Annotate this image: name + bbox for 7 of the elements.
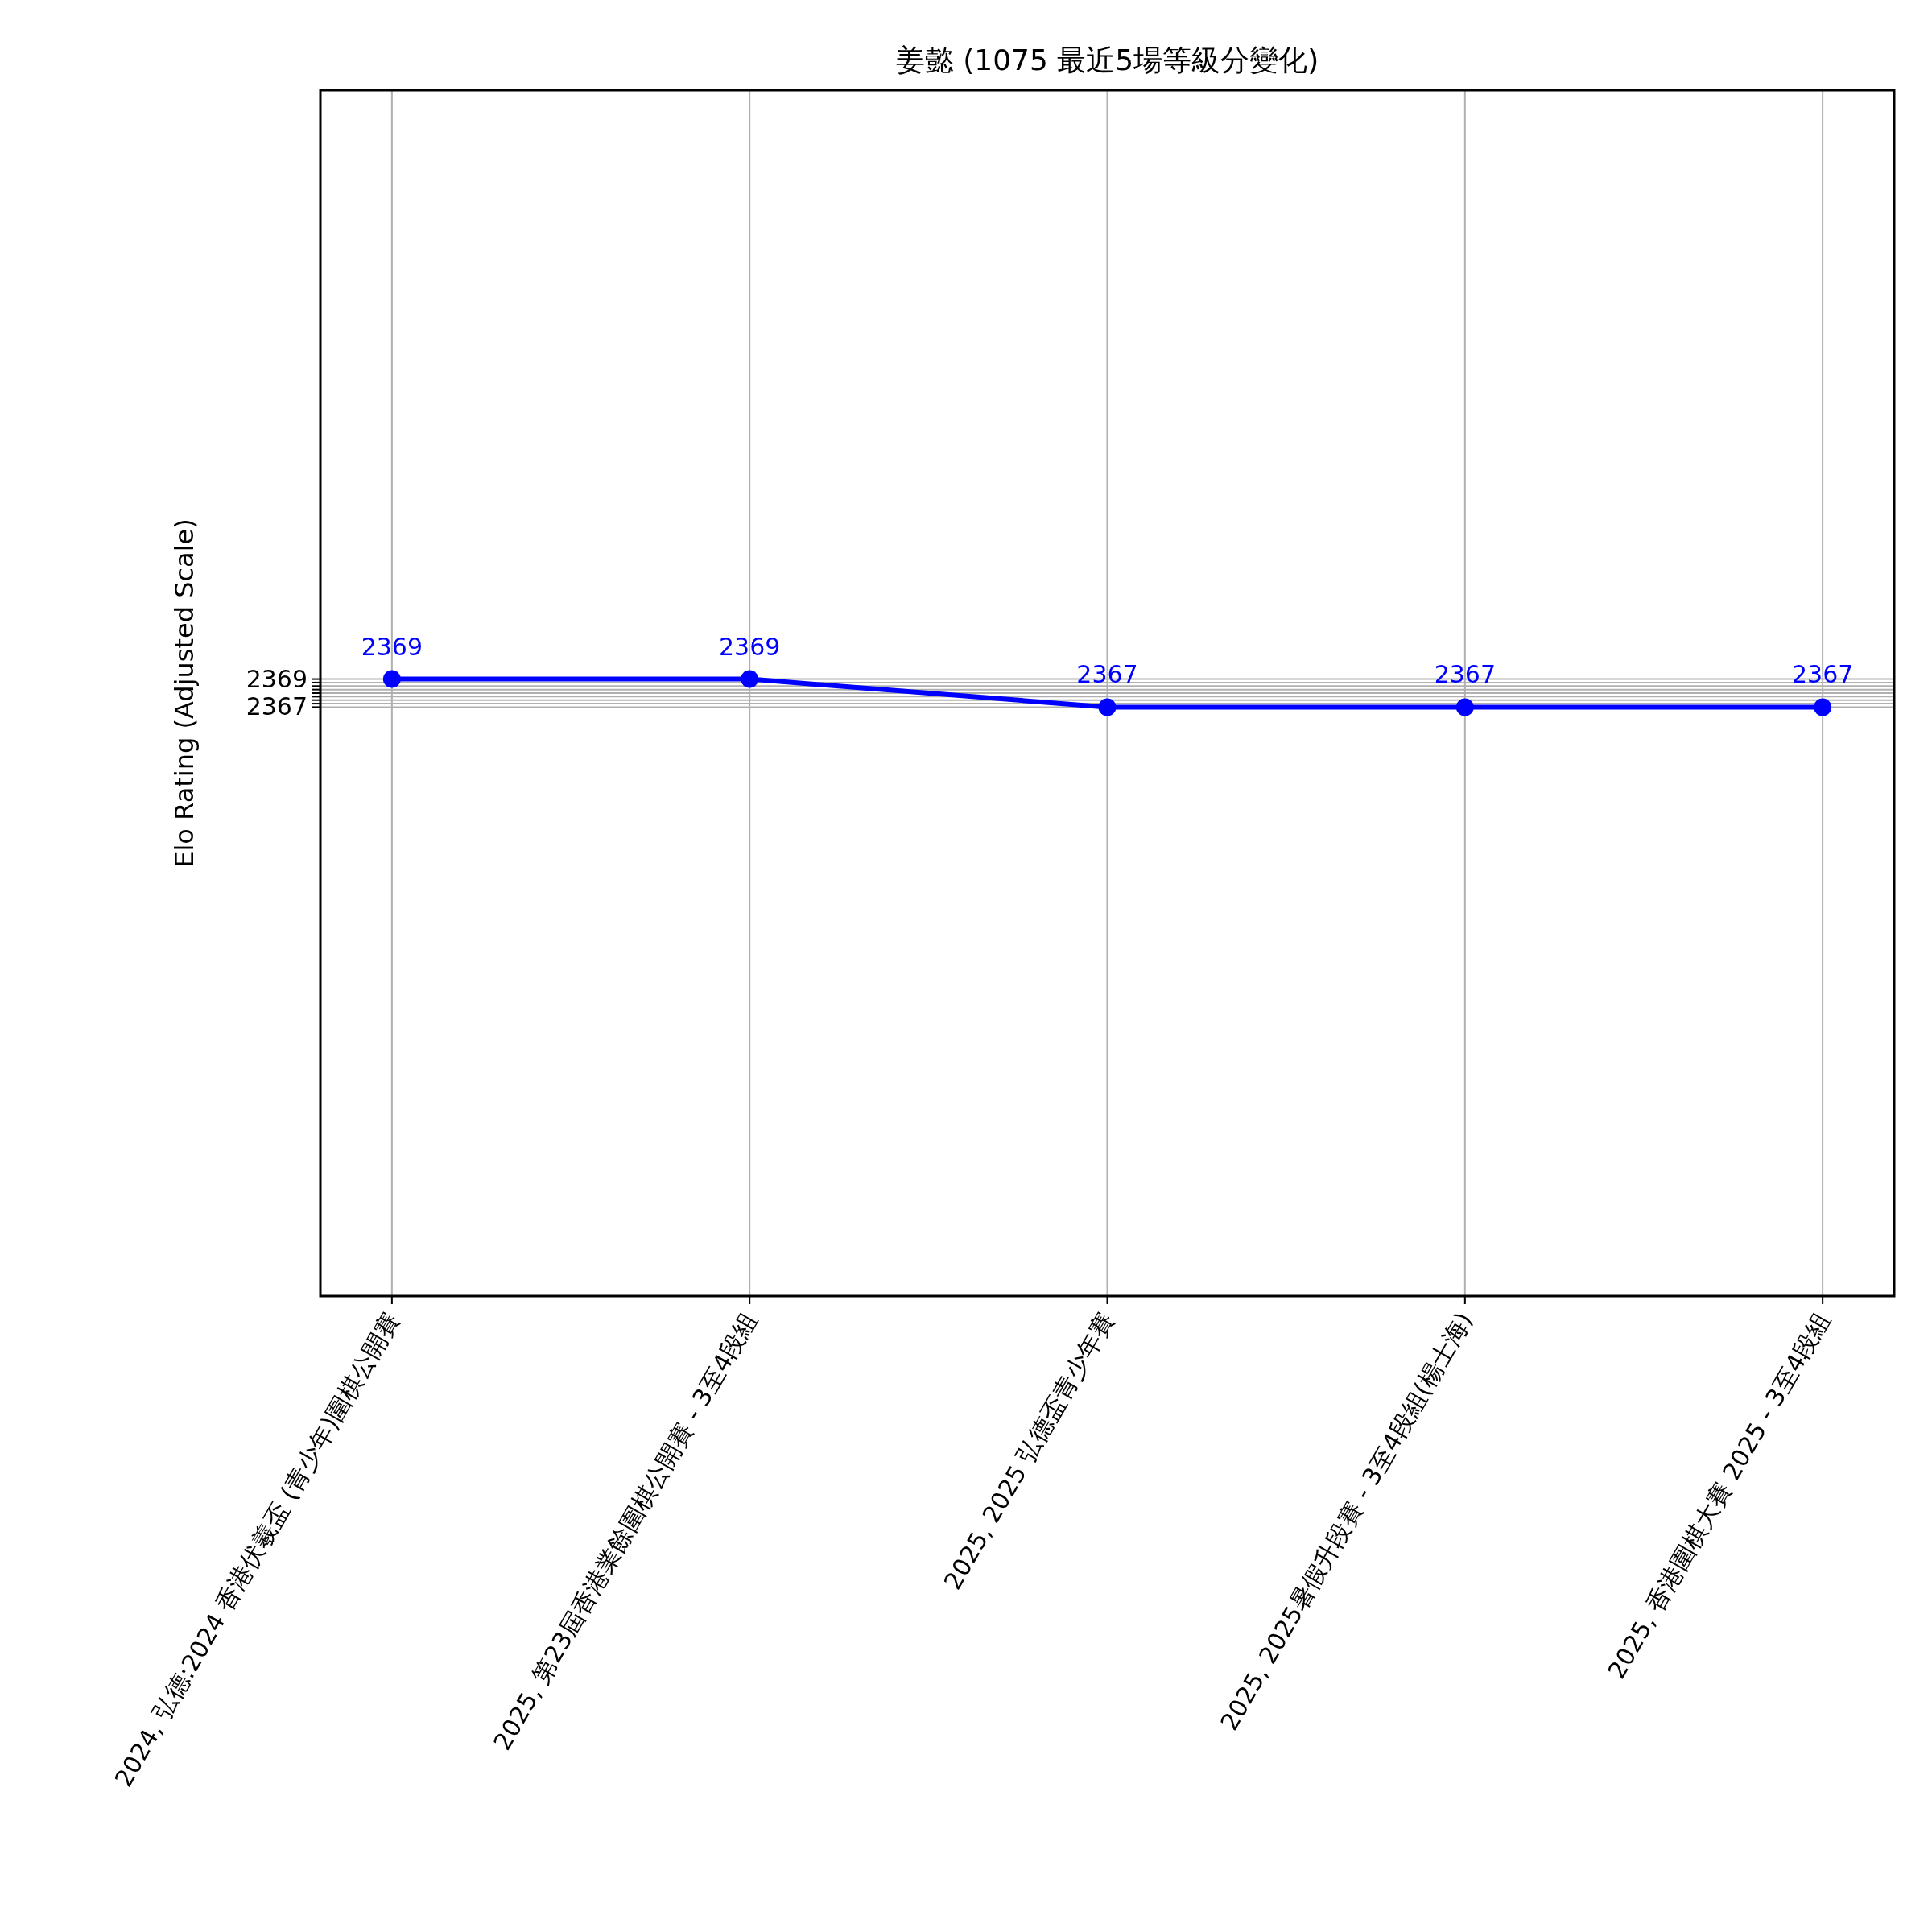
y-axis-title: Elo Rating (Adjusted Scale)	[169, 518, 200, 868]
data-label: 2369	[361, 632, 423, 661]
data-label: 2367	[1434, 660, 1496, 689]
data-label: 2367	[1791, 660, 1854, 689]
data-label: 2369	[719, 632, 781, 661]
chart-title: 姜懿 (1075 最近5場等級分變化)	[895, 43, 1319, 76]
data-label: 2367	[1076, 660, 1138, 689]
